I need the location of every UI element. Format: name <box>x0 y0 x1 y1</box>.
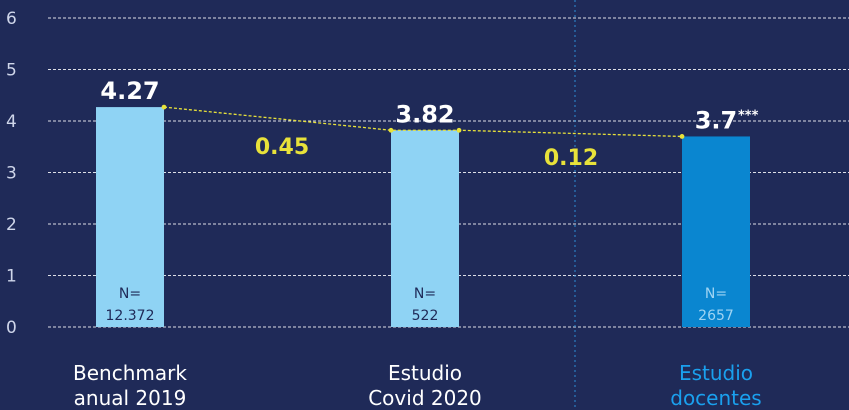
value-label: 4.27 <box>100 77 159 105</box>
trend-point <box>679 134 685 139</box>
trend-point <box>456 127 462 133</box>
category-label: anual 2019 <box>74 386 187 410</box>
y-tick-label: 2 <box>6 215 17 235</box>
difference-label: 0.45 <box>255 135 309 160</box>
n-value: 12.372 <box>106 308 155 324</box>
y-tick-label: 4 <box>6 112 17 132</box>
value-label: 3.82 <box>395 100 454 128</box>
y-tick-label: 5 <box>6 61 17 81</box>
trend-point <box>388 127 394 133</box>
y-tick-label: 1 <box>6 267 17 287</box>
bar <box>682 136 750 327</box>
bar <box>96 107 164 327</box>
y-tick-label: 3 <box>6 164 17 184</box>
category-label: Covid 2020 <box>368 386 482 410</box>
n-label: N= <box>119 286 141 302</box>
n-label: N= <box>705 286 727 302</box>
n-label: N= <box>414 286 436 302</box>
y-tick-label: 0 <box>6 318 17 338</box>
bar <box>391 130 459 327</box>
trend-point <box>161 104 167 110</box>
significance-marker: *** <box>738 108 759 123</box>
category-label: docentes <box>670 386 761 410</box>
category-label: Estudio <box>679 361 753 385</box>
n-value: 2657 <box>698 308 734 324</box>
y-tick-label: 6 <box>6 9 17 29</box>
difference-label: 0.12 <box>544 146 598 171</box>
trend-line <box>163 106 683 138</box>
n-value: 522 <box>412 308 439 324</box>
category-label: Benchmark <box>73 361 187 385</box>
category-label: Estudio <box>388 361 462 385</box>
value-label: 3.7 <box>695 106 738 134</box>
